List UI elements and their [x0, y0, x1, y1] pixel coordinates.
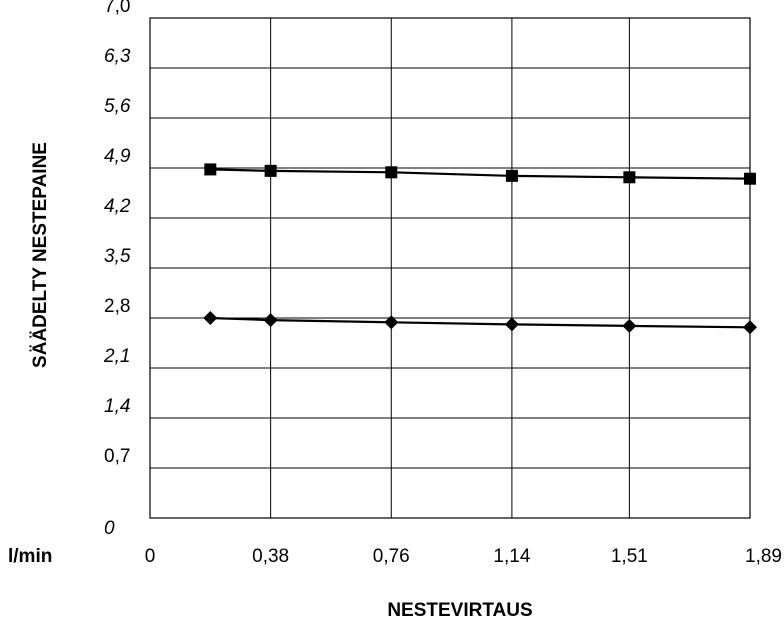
- y-tick-label: 0,7: [104, 446, 130, 467]
- diamond-point: [203, 311, 218, 325]
- y-tick-label: 7,0: [104, 0, 130, 17]
- series-layer: [203, 163, 757, 335]
- x-unit-label: l/min: [8, 546, 52, 567]
- y-tick-label: 3,5: [104, 246, 131, 267]
- y-tick-label: 2,8: [104, 296, 130, 317]
- x-tick-labels: 0 0,38 0,76 1,14 1,51 1,89: [145, 546, 782, 567]
- square-point: [744, 172, 756, 185]
- square-point: [264, 164, 277, 177]
- diamond-point: [263, 313, 278, 328]
- y-tick-label: 4,9: [104, 146, 131, 167]
- y-tick-label: 1,4: [104, 396, 130, 417]
- diamond-point: [622, 318, 637, 333]
- diamond-point: [743, 320, 757, 335]
- plot-frame: [149, 17, 751, 519]
- x-tick-label: 0: [145, 546, 156, 567]
- square-point: [204, 163, 217, 176]
- y-tick-label: 2,1: [103, 346, 130, 367]
- series-square-line: [210, 168, 751, 180]
- x-tick-label: 0,76: [373, 546, 410, 567]
- grid: [150, 17, 751, 518]
- diamond-point: [384, 315, 399, 330]
- x-tick-label: 1,89: [745, 546, 782, 567]
- square-point: [505, 169, 518, 182]
- y-tick-label: 6,3: [104, 46, 131, 67]
- y-tick-labels: 0 0,7 1,4 2,1 2,8 3,5 4,2 4,9 5,6 6,3 7,0: [103, 0, 131, 539]
- y-axis-label: SÄÄDELTY NESTEPAINE: [30, 142, 51, 368]
- x-tick-label: 1,51: [611, 546, 648, 567]
- series-diamond-line: [210, 316, 751, 329]
- x-tick-label: 0,38: [252, 546, 289, 567]
- y-tick-label: 0: [104, 518, 115, 539]
- x-axis-label: NESTEVIRTAUS: [387, 600, 532, 621]
- x-tick-label: 1,14: [493, 546, 530, 567]
- y-tick-label: 4,2: [104, 196, 131, 217]
- diamond-point: [504, 317, 519, 332]
- square-point: [385, 166, 398, 179]
- y-tick-label: 5,6: [104, 96, 131, 117]
- square-point: [623, 171, 636, 184]
